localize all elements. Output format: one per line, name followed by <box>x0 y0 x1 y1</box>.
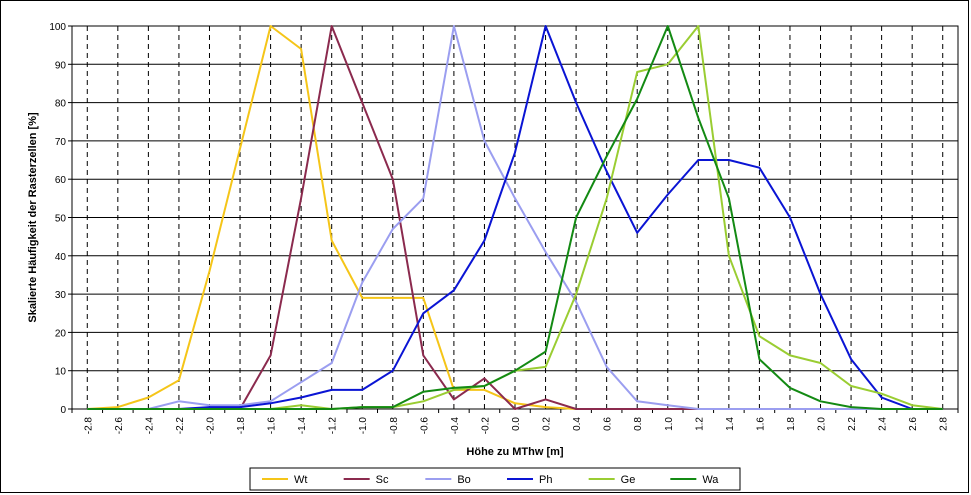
x-tick-label: 1.4 <box>725 417 736 431</box>
x-tick-label: 2.2 <box>847 417 858 431</box>
x-tick-label: -1.0 <box>358 417 369 435</box>
y-tick-label: 90 <box>55 60 67 71</box>
y-tick-label: 60 <box>55 175 67 186</box>
x-tick-label: 2.6 <box>908 417 919 431</box>
x-tick-label: 0.8 <box>633 417 644 431</box>
x-tick-label: -2.4 <box>144 417 155 435</box>
x-tick-label: 1.6 <box>755 417 766 431</box>
x-tick-label: -0.2 <box>480 417 491 435</box>
y-tick-label: 100 <box>49 22 66 33</box>
x-tick-label: 0.6 <box>603 417 614 431</box>
series-line-wa <box>87 25 943 410</box>
y-axis-label: Skalierte Häufigkeit der Rasterzellen [%… <box>27 112 39 323</box>
x-tick-label: -0.8 <box>389 417 400 435</box>
x-tick-label: -2.0 <box>205 417 216 435</box>
legend-label-ge: Ge <box>621 474 636 486</box>
x-tick-label: -1.8 <box>236 417 247 435</box>
legend-label-bo: Bo <box>457 474 470 486</box>
x-tick-label: 2.8 <box>939 417 950 431</box>
x-tick-label: 0.2 <box>542 417 553 431</box>
x-axis-label: Höhe zu MThw [m] <box>466 446 563 458</box>
legend: Wt Sc Bo Ph Ge Wa <box>249 467 741 491</box>
x-tick-label: 1.8 <box>786 417 797 431</box>
y-tick-label: 80 <box>55 99 67 110</box>
x-tick-label: -1.4 <box>297 417 308 435</box>
grid-layer <box>72 25 958 409</box>
y-tick-label: 20 <box>55 328 67 339</box>
y-tick-label: 70 <box>55 137 67 148</box>
x-tick-label: -2.2 <box>175 417 186 435</box>
x-tick-label: -0.6 <box>419 417 430 435</box>
y-tick-label: 0 <box>60 405 66 416</box>
y-tick-label: 10 <box>55 367 67 378</box>
series-layer <box>87 25 943 410</box>
x-tick-label: 1.0 <box>664 417 675 431</box>
legend-label-sc: Sc <box>376 474 389 486</box>
x-tick-label: 0.0 <box>511 417 522 431</box>
legend-label-wt: Wt <box>294 474 307 486</box>
tick-label-layer: 0 10 20 30 40 50 60 70 80 90 100 -2.8 -2.6 -2.4 -2.2 -2… <box>49 22 949 434</box>
y-tick-label: 50 <box>55 214 67 225</box>
x-tick-label: 1.2 <box>694 417 705 431</box>
y-tick-label: 40 <box>55 252 67 263</box>
x-tick-label: -1.6 <box>267 417 278 435</box>
x-tick-label: 2.4 <box>878 417 889 431</box>
x-tick-label: 0.4 <box>572 417 583 431</box>
x-tick-label: -1.2 <box>328 417 339 435</box>
series-line-bo <box>87 25 943 410</box>
x-tick-label: -2.8 <box>83 417 94 435</box>
series-line-ph <box>87 25 943 410</box>
x-tick-label: -0.4 <box>450 417 461 435</box>
axes-layer <box>68 25 959 413</box>
legend-box <box>249 467 741 491</box>
y-tick-label: 30 <box>55 290 67 301</box>
legend-label-wa: Wa <box>702 474 719 486</box>
x-tick-label: 2.0 <box>817 417 828 431</box>
x-tick-label: -2.6 <box>114 417 125 435</box>
legend-label-ph: Ph <box>539 474 552 486</box>
